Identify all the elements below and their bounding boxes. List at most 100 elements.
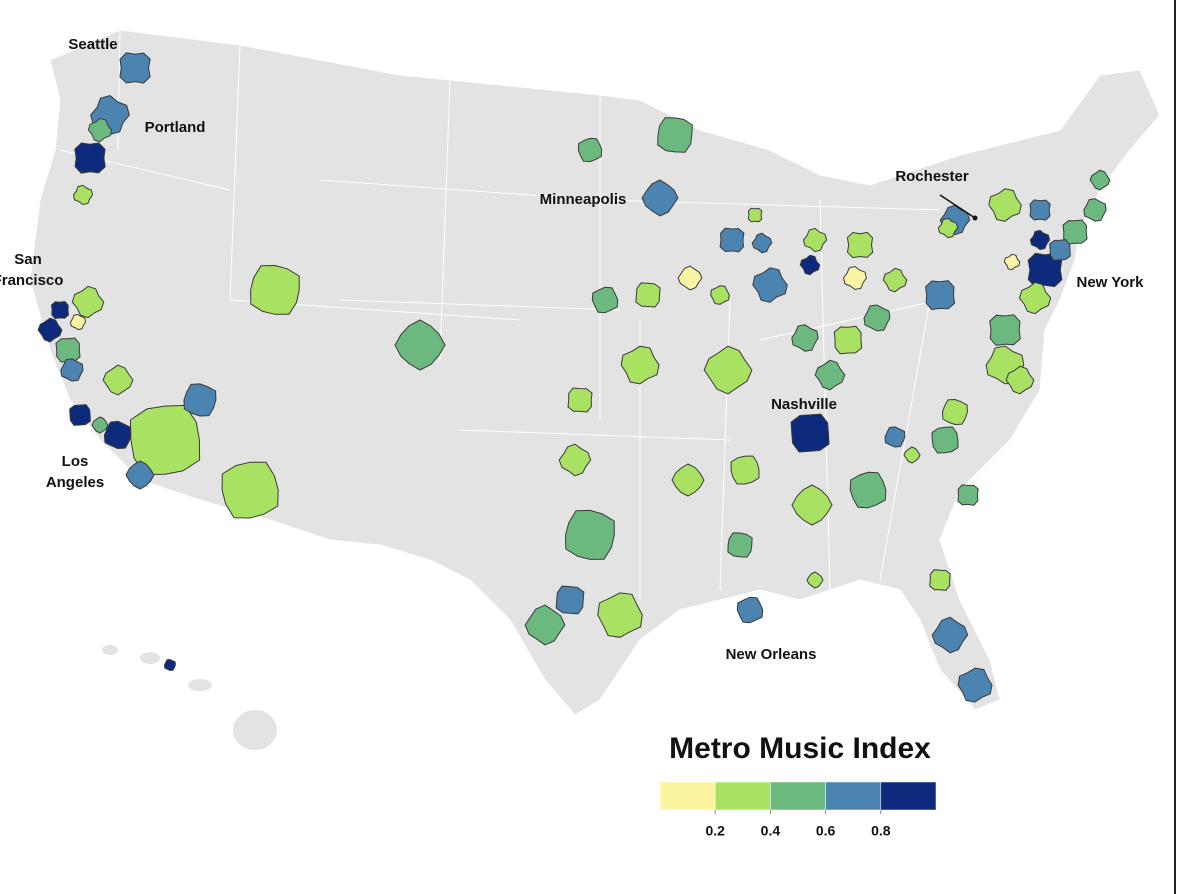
city-label: New York [1077, 274, 1145, 291]
metro-area [620, 345, 660, 385]
metro-area [719, 227, 745, 253]
metro-area [941, 398, 968, 426]
metro-area [833, 325, 863, 355]
metro-area [60, 358, 84, 382]
metro-area [394, 319, 446, 371]
legend-tick-label: 0.2 [705, 823, 725, 839]
metro-area [163, 658, 176, 672]
metro-area [221, 461, 279, 519]
city-labels: Seattle Portland San Francisco Los Angeles Min… [0, 36, 1144, 663]
metro-area [71, 285, 105, 319]
metro-area [125, 460, 155, 490]
city-label: Seattle [68, 36, 117, 53]
metro-area [929, 569, 951, 591]
legend-tick-label: 0.8 [871, 823, 891, 839]
metro-area [591, 286, 619, 314]
metro-area [931, 616, 969, 654]
metro-area [1083, 198, 1107, 222]
metro-area [849, 471, 887, 509]
metro-areas [37, 52, 1111, 703]
metro-area [937, 217, 959, 239]
city-label: Los [62, 453, 89, 470]
legend-swatch [659, 781, 716, 811]
city-label: Francisco [0, 272, 63, 289]
metro-area [1049, 239, 1071, 261]
metro-area [791, 324, 819, 352]
metro-area [703, 345, 753, 395]
metro-area [736, 596, 764, 624]
metro-area [597, 592, 643, 638]
metro-area [727, 532, 753, 558]
metro-area [102, 364, 134, 396]
metro-area [103, 420, 133, 450]
legend-tick-label: 0.4 [761, 823, 781, 839]
metro-area [641, 179, 679, 217]
metro-area [55, 337, 81, 363]
metro-area [558, 443, 592, 477]
metro-area [791, 484, 833, 526]
metro-area [50, 300, 70, 320]
metro-area [577, 137, 603, 163]
metro-area [1018, 281, 1052, 315]
metro-area [799, 254, 821, 276]
metro-area [730, 455, 760, 485]
metro-area [931, 426, 959, 454]
metro-area [69, 404, 91, 426]
metro-area [564, 509, 615, 560]
legend-title: Metro Music Index [669, 732, 931, 765]
metro-area [1062, 219, 1088, 245]
metro-area [988, 188, 1022, 222]
metro-area [842, 265, 867, 291]
metro-area [802, 227, 828, 253]
metro-area [846, 231, 874, 259]
metro-area [806, 571, 824, 589]
metro-area [747, 207, 763, 223]
metro-area [671, 463, 705, 497]
city-label: Portland [145, 119, 206, 136]
hawaii [102, 645, 277, 750]
metro-area [74, 142, 106, 174]
metro-area [957, 667, 993, 703]
metro-area [91, 416, 109, 434]
metro-area [635, 282, 661, 308]
metro-area [37, 317, 63, 343]
city-label: Nashville [771, 396, 837, 413]
city-label: Minneapolis [540, 191, 627, 208]
city-label: Rochester [895, 168, 969, 185]
metro-area [863, 304, 891, 332]
metro-area [87, 117, 113, 143]
city-label: Angeles [46, 474, 104, 491]
metro-area [752, 267, 788, 303]
metro-area [1029, 229, 1051, 251]
metro-area [884, 426, 906, 448]
legend-swatch [880, 781, 937, 811]
legend-swatch [770, 781, 826, 811]
metro-area [925, 280, 956, 311]
city-label: San [14, 251, 42, 268]
legend-swatch [714, 781, 771, 811]
legend-tick-label: 0.6 [816, 823, 836, 839]
metro-area [903, 446, 921, 464]
metro-area [555, 585, 585, 615]
rochester-dot [972, 215, 978, 221]
rochester-pointer [939, 194, 976, 219]
metro-area [790, 413, 830, 453]
metro-area [1003, 253, 1021, 271]
legend-swatch [825, 781, 882, 811]
metro-area [677, 265, 703, 291]
legend: Metro Music Index 0.2 0.4 0.6 0.8 [659, 732, 937, 839]
metro-area [1089, 169, 1111, 191]
metro-area [882, 267, 908, 293]
metro-area [710, 285, 730, 305]
city-label: New Orleans [726, 646, 817, 663]
metro-area [72, 184, 94, 206]
state-borders [59, 29, 941, 600]
metro-area [183, 383, 217, 417]
metro-area [1029, 199, 1051, 221]
metro-area [69, 313, 87, 331]
metro-area [567, 387, 593, 413]
metro-area [751, 232, 773, 254]
metro-area [250, 264, 300, 315]
